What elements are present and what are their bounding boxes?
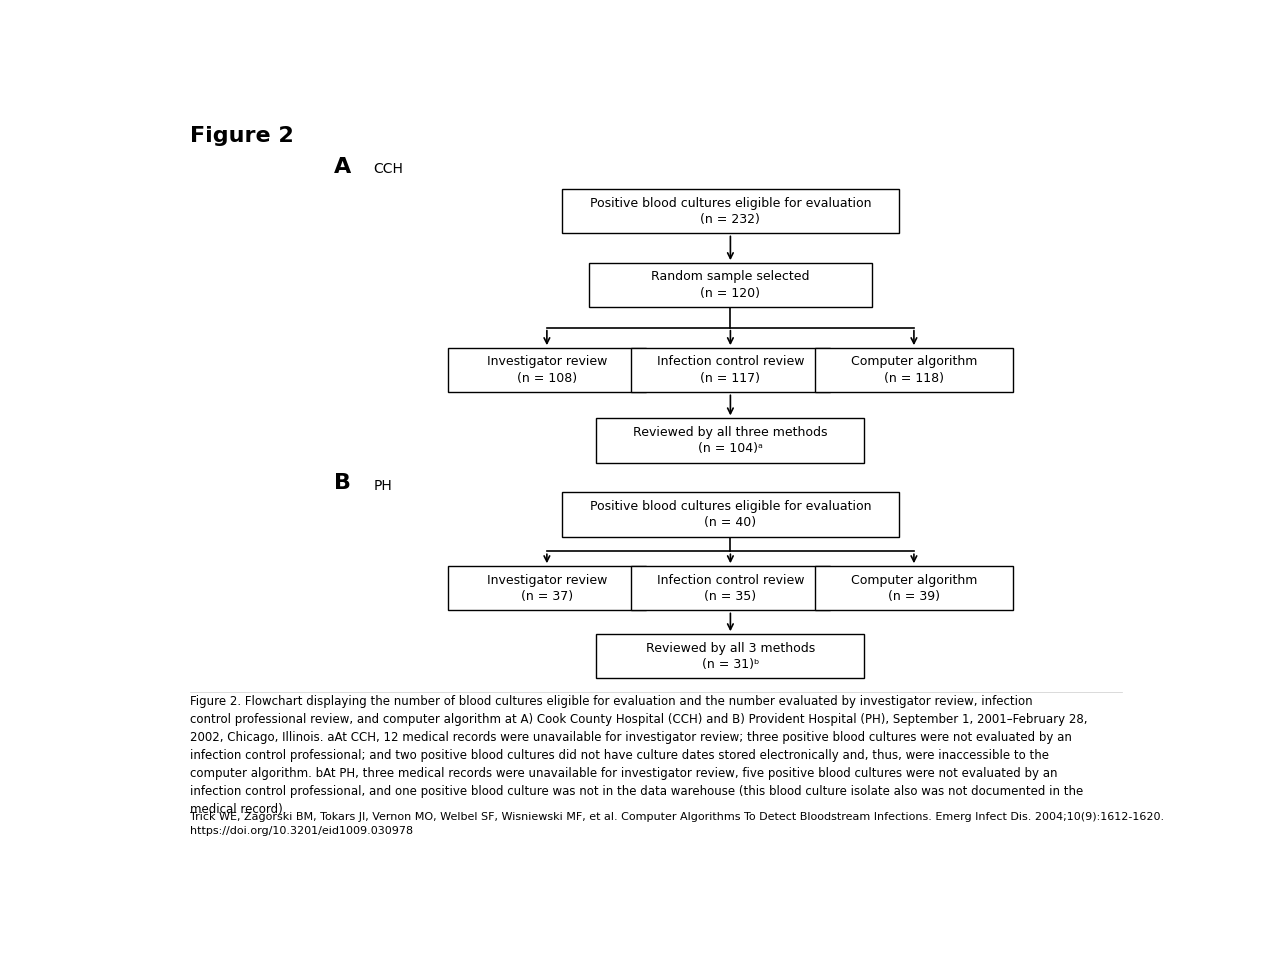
FancyBboxPatch shape [815,566,1014,611]
Text: Reviewed by all 3 methods
(n = 31)ᵇ: Reviewed by all 3 methods (n = 31)ᵇ [646,641,815,671]
Text: Figure 2: Figure 2 [189,127,293,146]
Text: B: B [334,472,351,492]
Text: Figure 2. Flowchart displaying the number of blood cultures eligible for evaluat: Figure 2. Flowchart displaying the numbe… [189,695,1087,816]
Text: PH: PH [374,479,392,493]
Text: Random sample selected
(n = 120): Random sample selected (n = 120) [652,271,810,300]
Text: Infection control review
(n = 35): Infection control review (n = 35) [657,573,804,603]
FancyBboxPatch shape [631,348,829,393]
Text: Computer algorithm
(n = 39): Computer algorithm (n = 39) [851,573,977,603]
FancyBboxPatch shape [631,566,829,611]
FancyBboxPatch shape [562,492,899,537]
Text: Computer algorithm
(n = 118): Computer algorithm (n = 118) [851,355,977,385]
Text: CCH: CCH [374,162,403,177]
Text: Positive blood cultures eligible for evaluation
(n = 40): Positive blood cultures eligible for eva… [590,499,872,529]
Text: Reviewed by all three methods
(n = 104)ᵃ: Reviewed by all three methods (n = 104)ᵃ [634,425,828,455]
FancyBboxPatch shape [448,348,646,393]
FancyBboxPatch shape [448,566,646,611]
FancyBboxPatch shape [815,348,1014,393]
Text: A: A [334,156,351,177]
FancyBboxPatch shape [589,263,872,307]
FancyBboxPatch shape [596,419,864,463]
Text: Infection control review
(n = 117): Infection control review (n = 117) [657,355,804,385]
FancyBboxPatch shape [562,189,899,233]
Text: Positive blood cultures eligible for evaluation
(n = 232): Positive blood cultures eligible for eva… [590,197,872,226]
FancyBboxPatch shape [596,635,864,679]
Text: Investigator review
(n = 37): Investigator review (n = 37) [486,573,607,603]
Text: Trick WE, Zagorski BM, Tokars JI, Vernon MO, Welbel SF, Wisniewski MF, et al. Co: Trick WE, Zagorski BM, Tokars JI, Vernon… [189,811,1164,835]
Text: Investigator review
(n = 108): Investigator review (n = 108) [486,355,607,385]
